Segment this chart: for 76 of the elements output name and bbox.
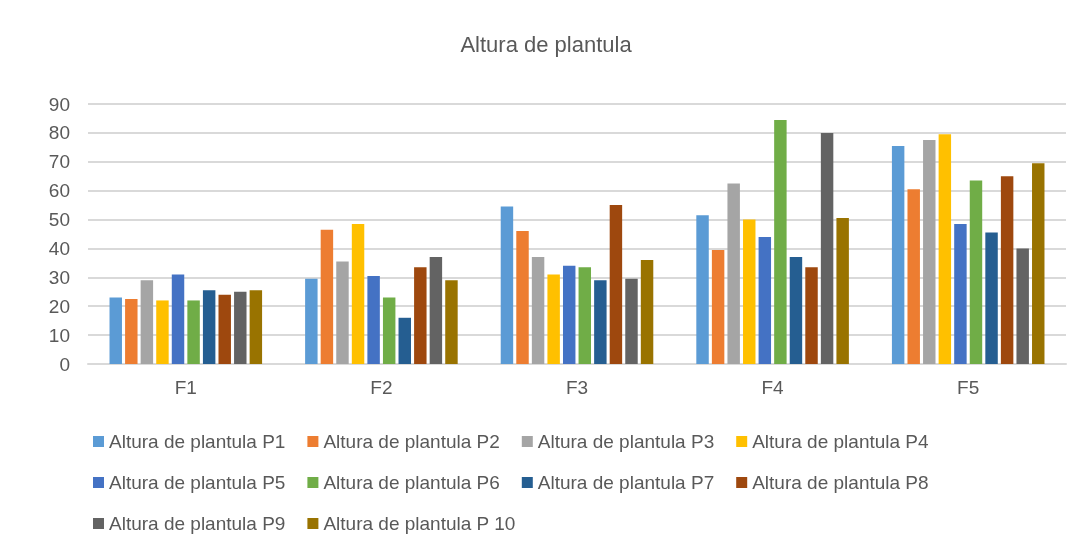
y-tick-label: 10	[48, 324, 70, 346]
bar	[594, 280, 607, 364]
bar	[336, 261, 349, 364]
bar	[414, 267, 427, 364]
legend-label: Altura de plantula P1	[109, 431, 286, 452]
y-tick-label: 50	[48, 209, 70, 231]
x-tick-label: F4	[761, 377, 785, 398]
bar	[743, 219, 756, 364]
x-tick-label: F2	[370, 377, 393, 398]
bar	[820, 132, 834, 364]
bar	[985, 232, 998, 364]
bar	[1016, 248, 1029, 364]
bar	[140, 280, 154, 364]
legend-label: Altura de plantula P4	[752, 431, 930, 452]
bar	[218, 294, 231, 364]
bar	[805, 267, 818, 364]
bar	[429, 257, 443, 364]
bar	[367, 275, 380, 364]
bar	[249, 290, 263, 364]
bar	[1032, 163, 1045, 364]
bar	[445, 280, 458, 364]
bar	[109, 297, 122, 364]
y-tick-label: 90	[48, 93, 70, 115]
bar	[171, 274, 185, 364]
y-tick-label: 70	[48, 151, 70, 173]
legend-label: Altura de plantula P 10	[323, 513, 516, 534]
y-tick-label: 30	[48, 266, 70, 288]
bar	[609, 205, 623, 364]
bar	[969, 180, 983, 364]
bar	[836, 218, 849, 364]
bar	[727, 183, 740, 364]
y-tick-label: 20	[48, 295, 70, 317]
legend-label: Altura de plantula P7	[537, 472, 715, 493]
y-tick-label: 80	[48, 122, 70, 144]
bar	[351, 223, 365, 364]
bar	[398, 317, 411, 364]
bar	[696, 215, 709, 364]
bar	[320, 229, 334, 364]
x-tick-label: F3	[565, 377, 589, 398]
y-tick-label: 40	[48, 237, 70, 259]
bar	[234, 291, 247, 364]
legend-label: Altura de plantula P9	[109, 513, 286, 534]
bar	[125, 299, 138, 364]
bar	[202, 290, 216, 364]
bar	[954, 223, 967, 364]
bar	[578, 267, 592, 364]
bar	[789, 257, 803, 364]
x-tick-label: F1	[174, 377, 197, 398]
bar	[531, 257, 545, 364]
bar	[562, 265, 576, 364]
chart-title: Altura de plantula	[460, 31, 633, 57]
bar	[923, 140, 936, 364]
bar	[938, 134, 952, 364]
bar	[500, 206, 514, 364]
bar	[1000, 176, 1014, 364]
bar	[516, 231, 529, 364]
bar	[305, 278, 318, 364]
bar	[711, 249, 725, 364]
bar	[382, 297, 396, 364]
legend-label: Altura de plantula P6	[323, 472, 500, 493]
bar	[625, 278, 638, 364]
legend-label: Altura de plantula P3	[537, 431, 715, 452]
legend-label: Altura de plantula P5	[109, 472, 286, 493]
bar	[187, 300, 200, 364]
bar	[891, 145, 905, 364]
bar	[547, 274, 560, 364]
x-tick-label: F5	[957, 377, 980, 398]
legend-label: Altura de plantula P8	[752, 472, 929, 493]
y-tick-label: 0	[59, 353, 70, 375]
bar	[774, 119, 787, 364]
legend-label: Altura de plantula P2	[323, 431, 500, 452]
bar	[156, 300, 169, 364]
bar	[907, 189, 920, 364]
bar	[758, 236, 772, 364]
y-tick-label: 60	[48, 180, 70, 202]
bar	[640, 260, 654, 364]
